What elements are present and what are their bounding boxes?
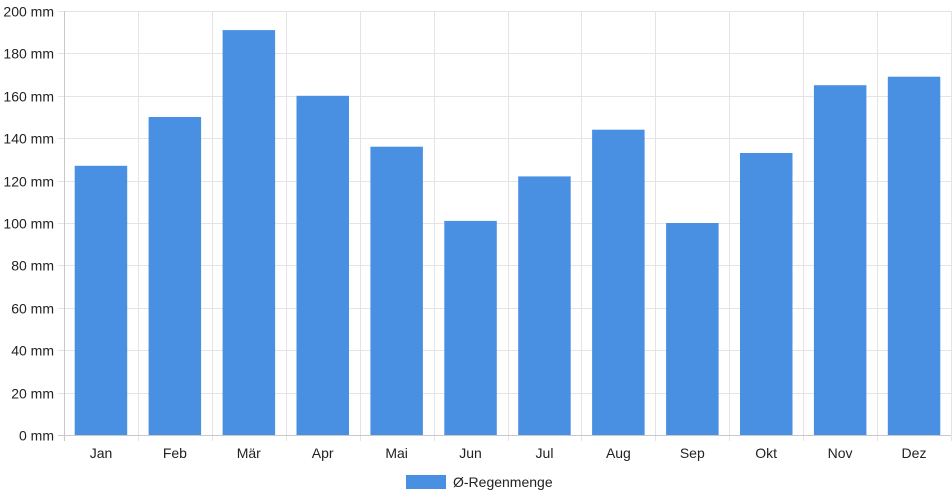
y-tick-label: 0 mm [19, 428, 54, 444]
bars [74, 30, 941, 436]
bar-aug[interactable] [592, 129, 645, 435]
y-tick-label: 200 mm [3, 4, 54, 20]
x-tick-label: Sep [680, 445, 705, 461]
x-tick-label: Jul [536, 445, 554, 461]
legend-label: Ø-Regenmenge [453, 474, 553, 490]
bar-okt[interactable] [740, 153, 793, 435]
y-tick-label: 160 mm [3, 89, 54, 105]
bar-jun[interactable] [444, 220, 497, 435]
bar-jul[interactable] [518, 176, 571, 435]
x-tick-label: Dez [902, 445, 927, 461]
y-tick-label: 60 mm [11, 301, 54, 317]
x-tick-label: Mai [385, 445, 408, 461]
y-tick-label: 100 mm [3, 216, 54, 232]
bar-apr[interactable] [296, 95, 350, 436]
bar-jan[interactable] [74, 165, 128, 436]
bar-mär[interactable] [222, 30, 276, 435]
axes [58, 11, 951, 441]
x-tick-label: Jan [90, 445, 113, 461]
bar-sep[interactable] [666, 223, 719, 435]
x-tick-label: Jun [459, 445, 482, 461]
bar-nov[interactable] [813, 85, 867, 435]
x-tick-label: Apr [312, 445, 334, 461]
legend-swatch [406, 475, 446, 489]
x-tick-label: Okt [755, 445, 777, 461]
bar-mai[interactable] [370, 146, 423, 435]
y-tick-label: 120 mm [3, 174, 54, 190]
y-tick-label: 140 mm [3, 131, 54, 147]
legend[interactable]: Ø-Regenmenge [406, 474, 553, 490]
x-tick-label: Feb [163, 445, 187, 461]
y-tick-label: 180 mm [3, 46, 54, 62]
x-tick-label: Mär [237, 445, 261, 461]
y-tick-label: 40 mm [11, 343, 54, 359]
bar-dez[interactable] [887, 76, 941, 435]
x-tick-label: Aug [606, 445, 631, 461]
y-axis-tick-labels: 0 mm 20 mm 40 mm 60 mm 80 mm 100 mm 120 mm 140 … [3, 4, 54, 444]
y-tick-label: 80 mm [11, 258, 54, 274]
bar-feb[interactable] [148, 117, 202, 435]
x-axis-tick-labels: Jan Feb Mär Apr Mai Jun Jul Aug Sep Okt Nov Dez [90, 445, 927, 461]
y-tick-label: 20 mm [11, 386, 54, 402]
x-tick-label: Nov [828, 445, 853, 461]
